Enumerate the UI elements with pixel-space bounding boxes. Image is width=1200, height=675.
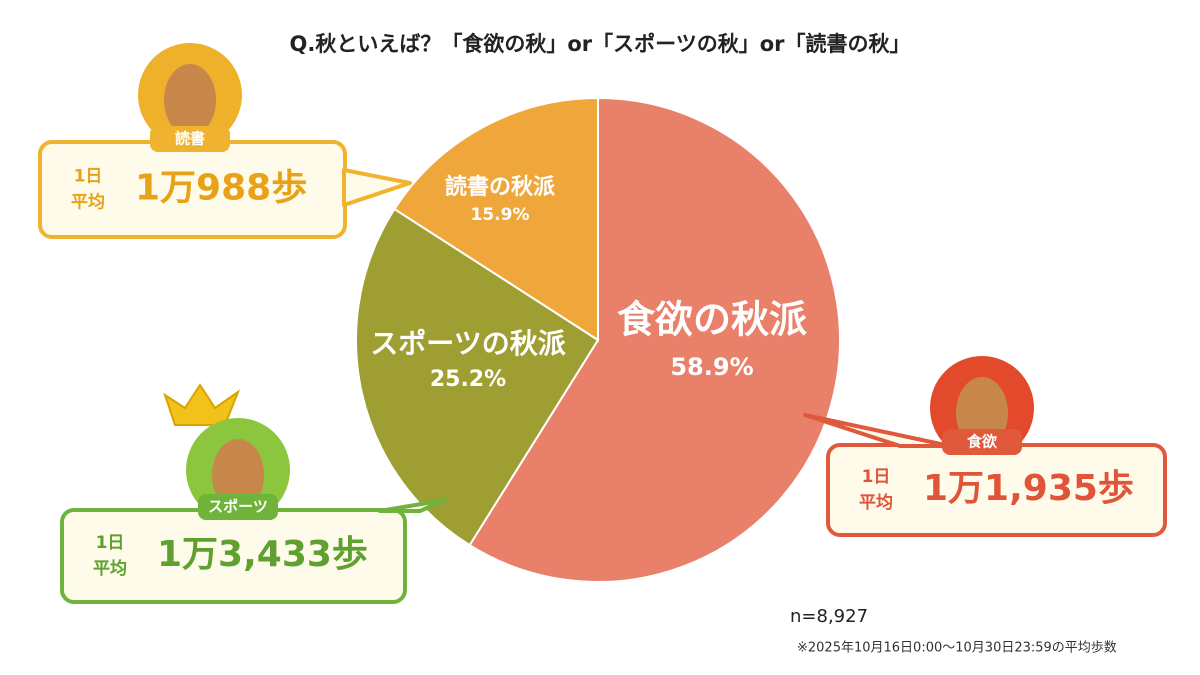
slice-label: 読書の秋派 [445, 174, 555, 200]
chart-title: Q.秋といえば？「食欲の秋」or「スポーツの秋」or「読書の秋」 [290, 32, 911, 56]
crown [163, 383, 241, 426]
pie-slice [393, 96, 599, 342]
slice-value-label: 58.9% [670, 353, 753, 381]
badge: 食欲 [967, 433, 997, 451]
unit-label: 平均 [71, 192, 105, 213]
callout-value: 1万1,935歩 [923, 468, 1134, 509]
pie-slice [355, 207, 600, 547]
unit-label: 1日 [862, 467, 891, 487]
badge-bg [150, 126, 230, 152]
callout-value: 1万3,433歩 [157, 534, 368, 575]
unit-label: 1日 [74, 167, 103, 187]
badge-bg [942, 429, 1022, 455]
pie-slice [468, 96, 841, 583]
footnote: ※2025年10月16日0:00〜10月30日23:59の平均歩数 [797, 641, 1117, 656]
unit-label: 1日 [96, 533, 125, 553]
callout-pointer [803, 413, 952, 448]
unit-label: 平均 [93, 558, 127, 579]
slice-value-label: 25.2% [430, 367, 506, 392]
badge-bg [198, 494, 278, 520]
badge: 読書 [175, 130, 205, 148]
unit-label: 平均 [859, 492, 893, 513]
badge: スポーツ [208, 498, 268, 516]
slice-label: 食欲の秋派 [617, 298, 807, 342]
sample-size: n=8,927 [790, 606, 868, 627]
callout-pointer [378, 498, 447, 513]
callout-value: 1万988歩 [135, 168, 307, 209]
slice-label: スポーツの秋派 [370, 327, 565, 360]
mascot [212, 439, 264, 511]
callout-pointer [342, 168, 412, 207]
mascot [164, 64, 216, 136]
pie: 食欲の秋派 58.9% スポーツの秋派 25.2% 読書の秋派 15.9% [355, 96, 841, 583]
slice-value-label: 15.9% [471, 205, 530, 225]
